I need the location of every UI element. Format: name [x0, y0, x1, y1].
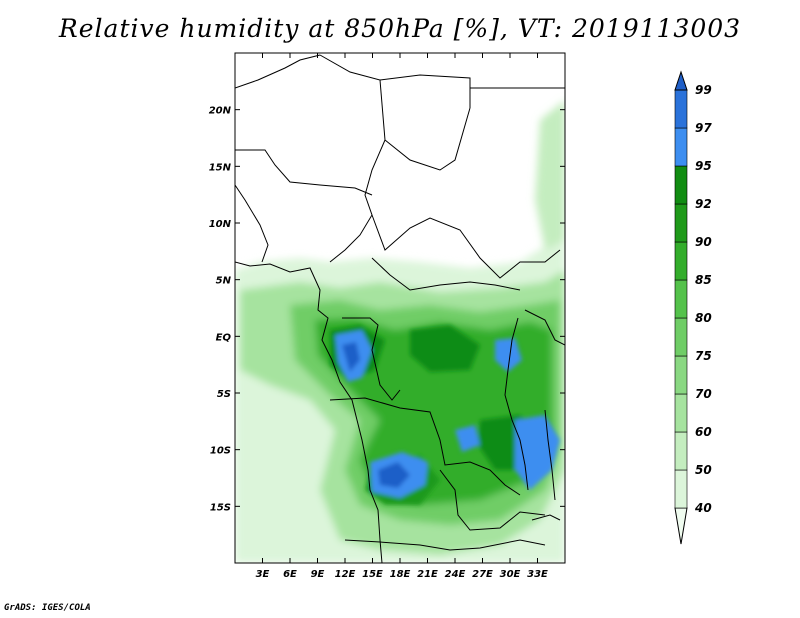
colorbar-label: 99	[695, 83, 712, 97]
lon-tick-label: 18E	[390, 569, 411, 580]
border	[379, 74, 565, 108]
colorbar-segment	[674, 279, 688, 319]
lon-tick-label: 12E	[335, 569, 356, 580]
colorbar-label: 75	[695, 349, 712, 363]
longitude-axis: 3E 6E 9E 12E 15E 18E 21E 24E 27E 30E 33E	[256, 53, 548, 580]
border	[319, 54, 386, 263]
rh-region-99	[342, 342, 360, 372]
colorbar-label: 85	[695, 273, 712, 287]
grads-credit: GrADS: IGES/COLA	[4, 603, 91, 613]
colorbar-lower-extension	[674, 507, 688, 545]
border	[371, 214, 561, 279]
colorbar-segment	[674, 317, 688, 357]
colorbar-segment	[674, 355, 688, 395]
colorbar-label: 70	[695, 387, 712, 401]
lon-tick-label: 21E	[417, 569, 438, 580]
rh-region-95	[410, 325, 480, 372]
colorbar-label: 40	[694, 501, 712, 515]
colorbar-label: 80	[695, 311, 712, 325]
lat-tick-label: 15S	[210, 502, 231, 513]
lon-tick-label: 30E	[500, 569, 521, 580]
map-title: Relative humidity at 850hPa [%], VT: 201…	[58, 14, 742, 43]
border	[371, 257, 521, 291]
colorbar-segment	[674, 165, 688, 205]
colorbar-segment	[674, 393, 688, 433]
colorbar-label: 60	[695, 425, 712, 439]
lon-tick-label: 15E	[362, 569, 383, 580]
border	[235, 184, 269, 263]
colorbar-segment	[674, 241, 688, 281]
border	[342, 317, 401, 401]
border	[531, 514, 561, 521]
colorbar-upper-extension	[674, 70, 688, 91]
lat-tick-label: 5N	[216, 276, 232, 287]
humidity-field	[235, 100, 565, 563]
lat-tick-label: 15N	[209, 162, 232, 173]
colorbar-segment	[674, 431, 688, 471]
lat-tick-label: 20N	[209, 106, 232, 117]
colorbar: 40 50 60 70 75 80 85 90 92 95 97 99	[674, 70, 712, 545]
rh-region-97	[455, 425, 480, 452]
rh-region-97	[495, 338, 522, 372]
lon-tick-label: 27E	[472, 569, 493, 580]
colorbar-label: 92	[695, 197, 712, 211]
colorbar-segment	[674, 203, 688, 243]
coastline	[235, 54, 383, 563]
rh-region-light-northeast	[535, 100, 565, 250]
lat-tick-label: EQ	[216, 332, 232, 343]
colorbar-segment	[674, 469, 688, 509]
colorbar-segment	[674, 127, 688, 167]
lat-tick-label: 10N	[209, 219, 232, 230]
lon-tick-label: 24E	[445, 569, 466, 580]
latitude-axis: 20N 15N 10N 5N EQ 5S 10S 15S	[209, 106, 565, 513]
border	[384, 107, 471, 171]
lon-tick-label: 9E	[311, 569, 325, 580]
rift-lake	[544, 409, 556, 501]
lon-tick-label: 6E	[283, 569, 297, 580]
colorbar-segment	[674, 89, 688, 129]
lon-tick-label: 33E	[527, 569, 548, 580]
colorbar-label: 50	[695, 463, 712, 477]
colorbar-label: 95	[695, 159, 712, 173]
lat-tick-label: 5S	[217, 389, 231, 400]
country-borders	[235, 54, 565, 563]
lat-tick-label: 10S	[210, 446, 231, 457]
lon-tick-label: 3E	[256, 569, 270, 580]
rift-lake	[504, 317, 529, 491]
rh-region-99	[378, 462, 410, 488]
colorbar-label: 97	[695, 121, 712, 135]
colorbar-label: 90	[695, 235, 712, 249]
border	[439, 469, 546, 531]
border	[329, 397, 521, 496]
border	[524, 309, 565, 346]
border	[235, 149, 373, 196]
border	[344, 539, 546, 551]
